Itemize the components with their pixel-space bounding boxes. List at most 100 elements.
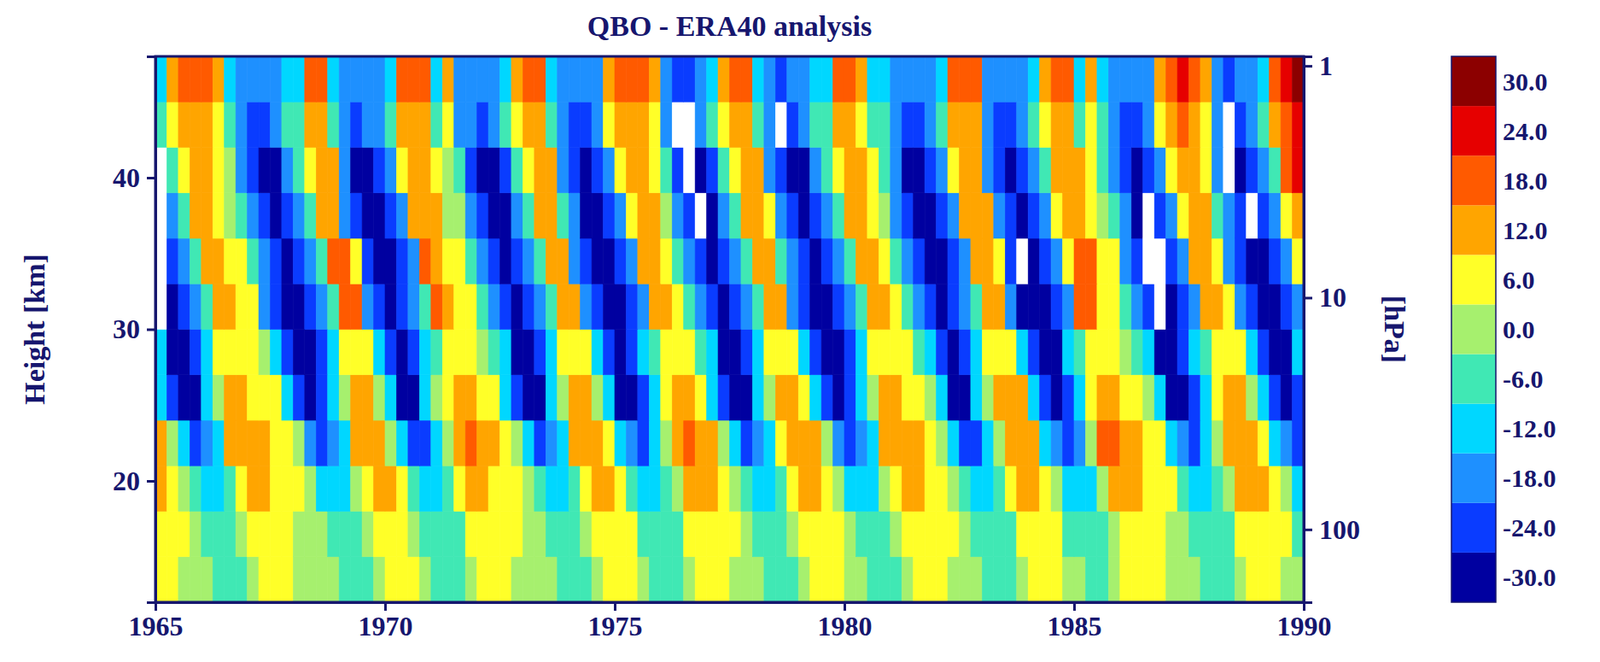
tick: 1990: [1277, 601, 1332, 642]
cell: [683, 374, 695, 421]
cell: [201, 420, 213, 466]
cell: [224, 283, 236, 329]
cell: [224, 465, 236, 511]
cell: [1051, 511, 1063, 557]
cell: [385, 420, 397, 466]
cell: [568, 283, 580, 329]
cell: [1108, 192, 1120, 239]
cell: [614, 556, 626, 602]
cell: [1189, 511, 1201, 557]
cell: [959, 511, 971, 557]
cell: [936, 238, 948, 284]
cell: [878, 465, 890, 511]
cell: [924, 465, 936, 511]
cell: [258, 283, 270, 329]
cell: [270, 420, 282, 466]
cell: [477, 192, 489, 239]
cell: [671, 465, 684, 511]
cell: [1246, 56, 1258, 102]
cell: [603, 192, 615, 239]
cell: [855, 420, 867, 466]
cell: [155, 511, 167, 557]
cell: [454, 56, 466, 102]
cell: [373, 192, 386, 239]
cell: [1120, 238, 1132, 284]
cell: [385, 101, 397, 147]
cell: [798, 465, 810, 511]
cell: [545, 511, 557, 557]
cell: [787, 283, 799, 329]
cell: [981, 101, 993, 147]
cell: [488, 374, 500, 421]
cell: [201, 192, 213, 239]
cell: [557, 465, 569, 511]
cell: [1062, 511, 1075, 557]
cell: [1223, 374, 1235, 421]
tick-mark: [146, 479, 156, 483]
cell: [1016, 238, 1028, 284]
cell: [465, 511, 477, 557]
cell: [1292, 465, 1304, 511]
cell: [625, 101, 637, 147]
cell: [775, 238, 787, 284]
cell: [304, 511, 316, 557]
cell: [901, 511, 913, 557]
cell: [1189, 238, 1201, 284]
cell: [798, 192, 810, 239]
cell: [270, 238, 282, 284]
cell: [488, 56, 500, 102]
cell: [1131, 465, 1143, 511]
cell: [1062, 147, 1075, 193]
cell: [235, 192, 247, 239]
cell: [258, 511, 270, 557]
cell: [924, 238, 936, 284]
cell: [1097, 556, 1109, 602]
cell: [350, 511, 363, 557]
cell: [534, 420, 546, 466]
cell: [270, 192, 282, 239]
cell: [258, 329, 270, 375]
cell: [465, 556, 477, 602]
cell: [442, 556, 454, 602]
cell: [534, 465, 546, 511]
cell: [1062, 283, 1075, 329]
cell: [350, 192, 363, 239]
cell: [694, 147, 707, 193]
cell: [648, 556, 660, 602]
cell: [752, 420, 764, 466]
cell: [671, 283, 684, 329]
cell: [315, 556, 328, 602]
cell: [1097, 420, 1109, 466]
tick-mark: [146, 328, 156, 332]
cell: [304, 374, 316, 421]
cell: [798, 420, 810, 466]
cell: [1016, 192, 1028, 239]
cell: [350, 283, 363, 329]
cell: [844, 329, 856, 375]
cell: [465, 374, 477, 421]
cell: [442, 374, 454, 421]
cell: [362, 420, 374, 466]
cell: [947, 420, 959, 466]
cell: [212, 511, 224, 557]
cell: [1004, 511, 1017, 557]
cell: [1027, 238, 1040, 284]
cell: [890, 147, 902, 193]
cell: [166, 556, 178, 602]
cell: [821, 374, 833, 421]
cell: [970, 420, 982, 466]
cell: [671, 238, 684, 284]
cell: [764, 374, 776, 421]
cell: [545, 329, 557, 375]
cell: [373, 511, 386, 557]
cell: [1051, 238, 1063, 284]
cell: [189, 283, 201, 329]
cell: [396, 192, 408, 239]
cell: [1200, 238, 1212, 284]
cell: [419, 465, 431, 511]
cell: [1085, 465, 1097, 511]
cell: [442, 147, 454, 193]
cell: [614, 238, 626, 284]
colorbar-swatch: [1451, 453, 1496, 503]
cell: [1085, 283, 1097, 329]
